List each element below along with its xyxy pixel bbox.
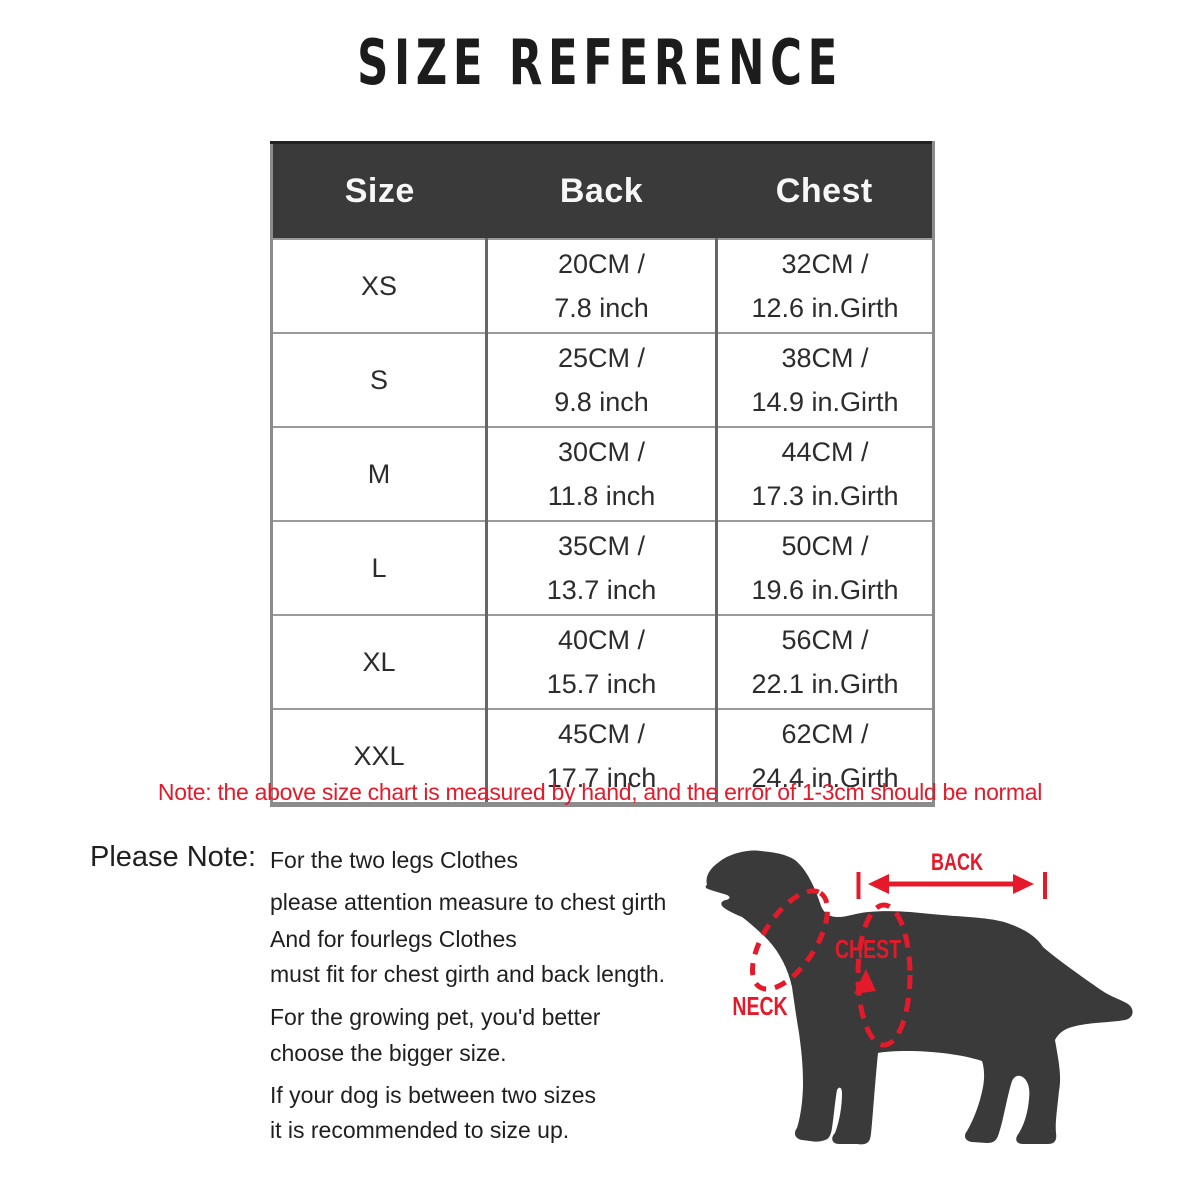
note-line: must fit for chest girth and back length… xyxy=(270,961,666,987)
note-line: please attention measure to chest girth xyxy=(270,889,667,915)
back-value-cm: 45CM / xyxy=(557,719,646,749)
chest-value-inch: 19.6 in.Girth xyxy=(751,575,899,605)
chest-value-inch: 24.4 in.Girth xyxy=(751,763,899,793)
chest-value-inch: 12.6 in.Girth xyxy=(751,293,899,323)
please-note-lines: For the two legs Clothes please attentio… xyxy=(270,847,690,1144)
chest-value-cm: 38CM / xyxy=(781,343,869,373)
back-cell: 20CM / 7.8 inch xyxy=(485,238,717,333)
chest-arrowhead xyxy=(854,969,876,994)
back-cell: 45CM / 17.7 inch xyxy=(485,708,717,805)
back-value-cm: 25CM / xyxy=(557,343,646,373)
back-measurement-annotation xyxy=(856,872,1047,899)
page-title: SIZE REFERENCE xyxy=(357,26,843,99)
chest-cell: 62CM / 24.4 in.Girth xyxy=(715,708,934,805)
chest-cell: 38CM / 14.9 in.Girth xyxy=(715,332,934,427)
table-row: XS 20CM / 7.8 inch 32CM / 12.6 in.Girth xyxy=(271,238,934,333)
back-cell: 40CM / 15.7 inch xyxy=(485,614,717,709)
back-label: BACK xyxy=(931,850,984,876)
size-cell: L xyxy=(271,520,487,615)
back-value-inch: 11.8 inch xyxy=(547,481,656,511)
dog-diagram-svg: BACK CHEST NECK xyxy=(705,850,1133,1145)
dog-silhouette xyxy=(705,850,1133,1145)
chest-cell: 56CM / 22.1 in.Girth xyxy=(715,614,934,709)
dog-measurement-diagram: BACK CHEST NECK xyxy=(695,843,1155,1158)
chest-value-cm: 62CM / xyxy=(781,719,869,749)
measurement-error-note: Note: the above size chart is measured b… xyxy=(157,779,1043,805)
table-row: L 35CM / 13.7 inch 50CM / 19.6 in.Girth xyxy=(271,520,934,615)
chest-value-cm: 44CM / xyxy=(781,437,869,467)
back-value-inch: 15.7 inch xyxy=(546,669,657,699)
size-cell: XS xyxy=(271,238,487,333)
chest-value-cm: 56CM / xyxy=(781,625,869,655)
table-row: M 30CM / 11.8 inch 44CM / 17.3 in.Girth xyxy=(271,426,934,521)
back-value-inch: 7.8 inch xyxy=(554,293,649,323)
size-cell: S xyxy=(271,332,487,427)
back-cell: 25CM / 9.8 inch xyxy=(485,332,717,427)
back-value-cm: 20CM / xyxy=(557,249,646,279)
note-line: For the growing pet, you'd better xyxy=(270,1004,601,1030)
note-line: And for fourlegs Clothes xyxy=(270,926,517,952)
back-cell: 30CM / 11.8 inch xyxy=(485,426,717,521)
header-chest: Chest xyxy=(716,142,934,239)
chest-girth-ellipse xyxy=(855,902,913,1048)
chest-value-cm: 32CM / xyxy=(781,249,869,279)
header-back: Back xyxy=(486,142,717,239)
table-row: XXL 45CM / 17.7 inch 62CM / 24.4 in.Girt… xyxy=(271,708,934,805)
back-arrowhead-left xyxy=(868,874,889,894)
chest-cell: 44CM / 17.3 in.Girth xyxy=(715,426,934,521)
chest-value-inch: 14.9 in.Girth xyxy=(751,387,899,417)
back-value-inch: 13.7 inch xyxy=(546,575,657,605)
back-cell: 35CM / 13.7 inch xyxy=(485,520,717,615)
table-row: XL 40CM / 15.7 inch 56CM / 22.1 in.Girth xyxy=(271,614,934,709)
back-value-cm: 30CM / xyxy=(557,437,646,467)
size-cell: M xyxy=(271,426,487,521)
neck-label: NECK xyxy=(732,991,788,1020)
back-value-cm: 40CM / xyxy=(557,625,646,655)
table-header-row: Size Back Chest xyxy=(271,142,934,239)
chest-label: CHEST xyxy=(835,934,901,963)
note-line: it is recommended to size up. xyxy=(270,1117,570,1143)
back-value-cm: 35CM / xyxy=(557,531,646,561)
note-line: choose the bigger size. xyxy=(270,1040,507,1066)
size-cell: XL xyxy=(271,614,487,709)
chest-cell: 32CM / 12.6 in.Girth xyxy=(715,238,934,333)
note-line: If your dog is between two sizes xyxy=(270,1082,596,1108)
chest-value-cm: 50CM / xyxy=(781,531,869,561)
back-value-inch: 9.8 inch xyxy=(554,387,649,417)
note-line: For the two legs Clothes xyxy=(270,847,519,873)
back-value-inch: 17.7 inch xyxy=(546,763,657,793)
chest-value-inch: 22.1 in.Girth xyxy=(751,669,899,699)
table-row: S 25CM / 9.8 inch 38CM / 14.9 in.Girth xyxy=(271,332,934,427)
chest-value-inch: 17.3 in.Girth xyxy=(751,481,899,511)
please-note-label: Please Note: xyxy=(90,841,257,873)
size-chart-table: Size Back Chest XS 20CM / 7.8 inch 32CM … xyxy=(270,141,935,807)
size-cell: XXL xyxy=(271,708,487,805)
chest-cell: 50CM / 19.6 in.Girth xyxy=(715,520,934,615)
header-size: Size xyxy=(271,142,487,239)
back-arrowhead-right xyxy=(1013,874,1034,894)
